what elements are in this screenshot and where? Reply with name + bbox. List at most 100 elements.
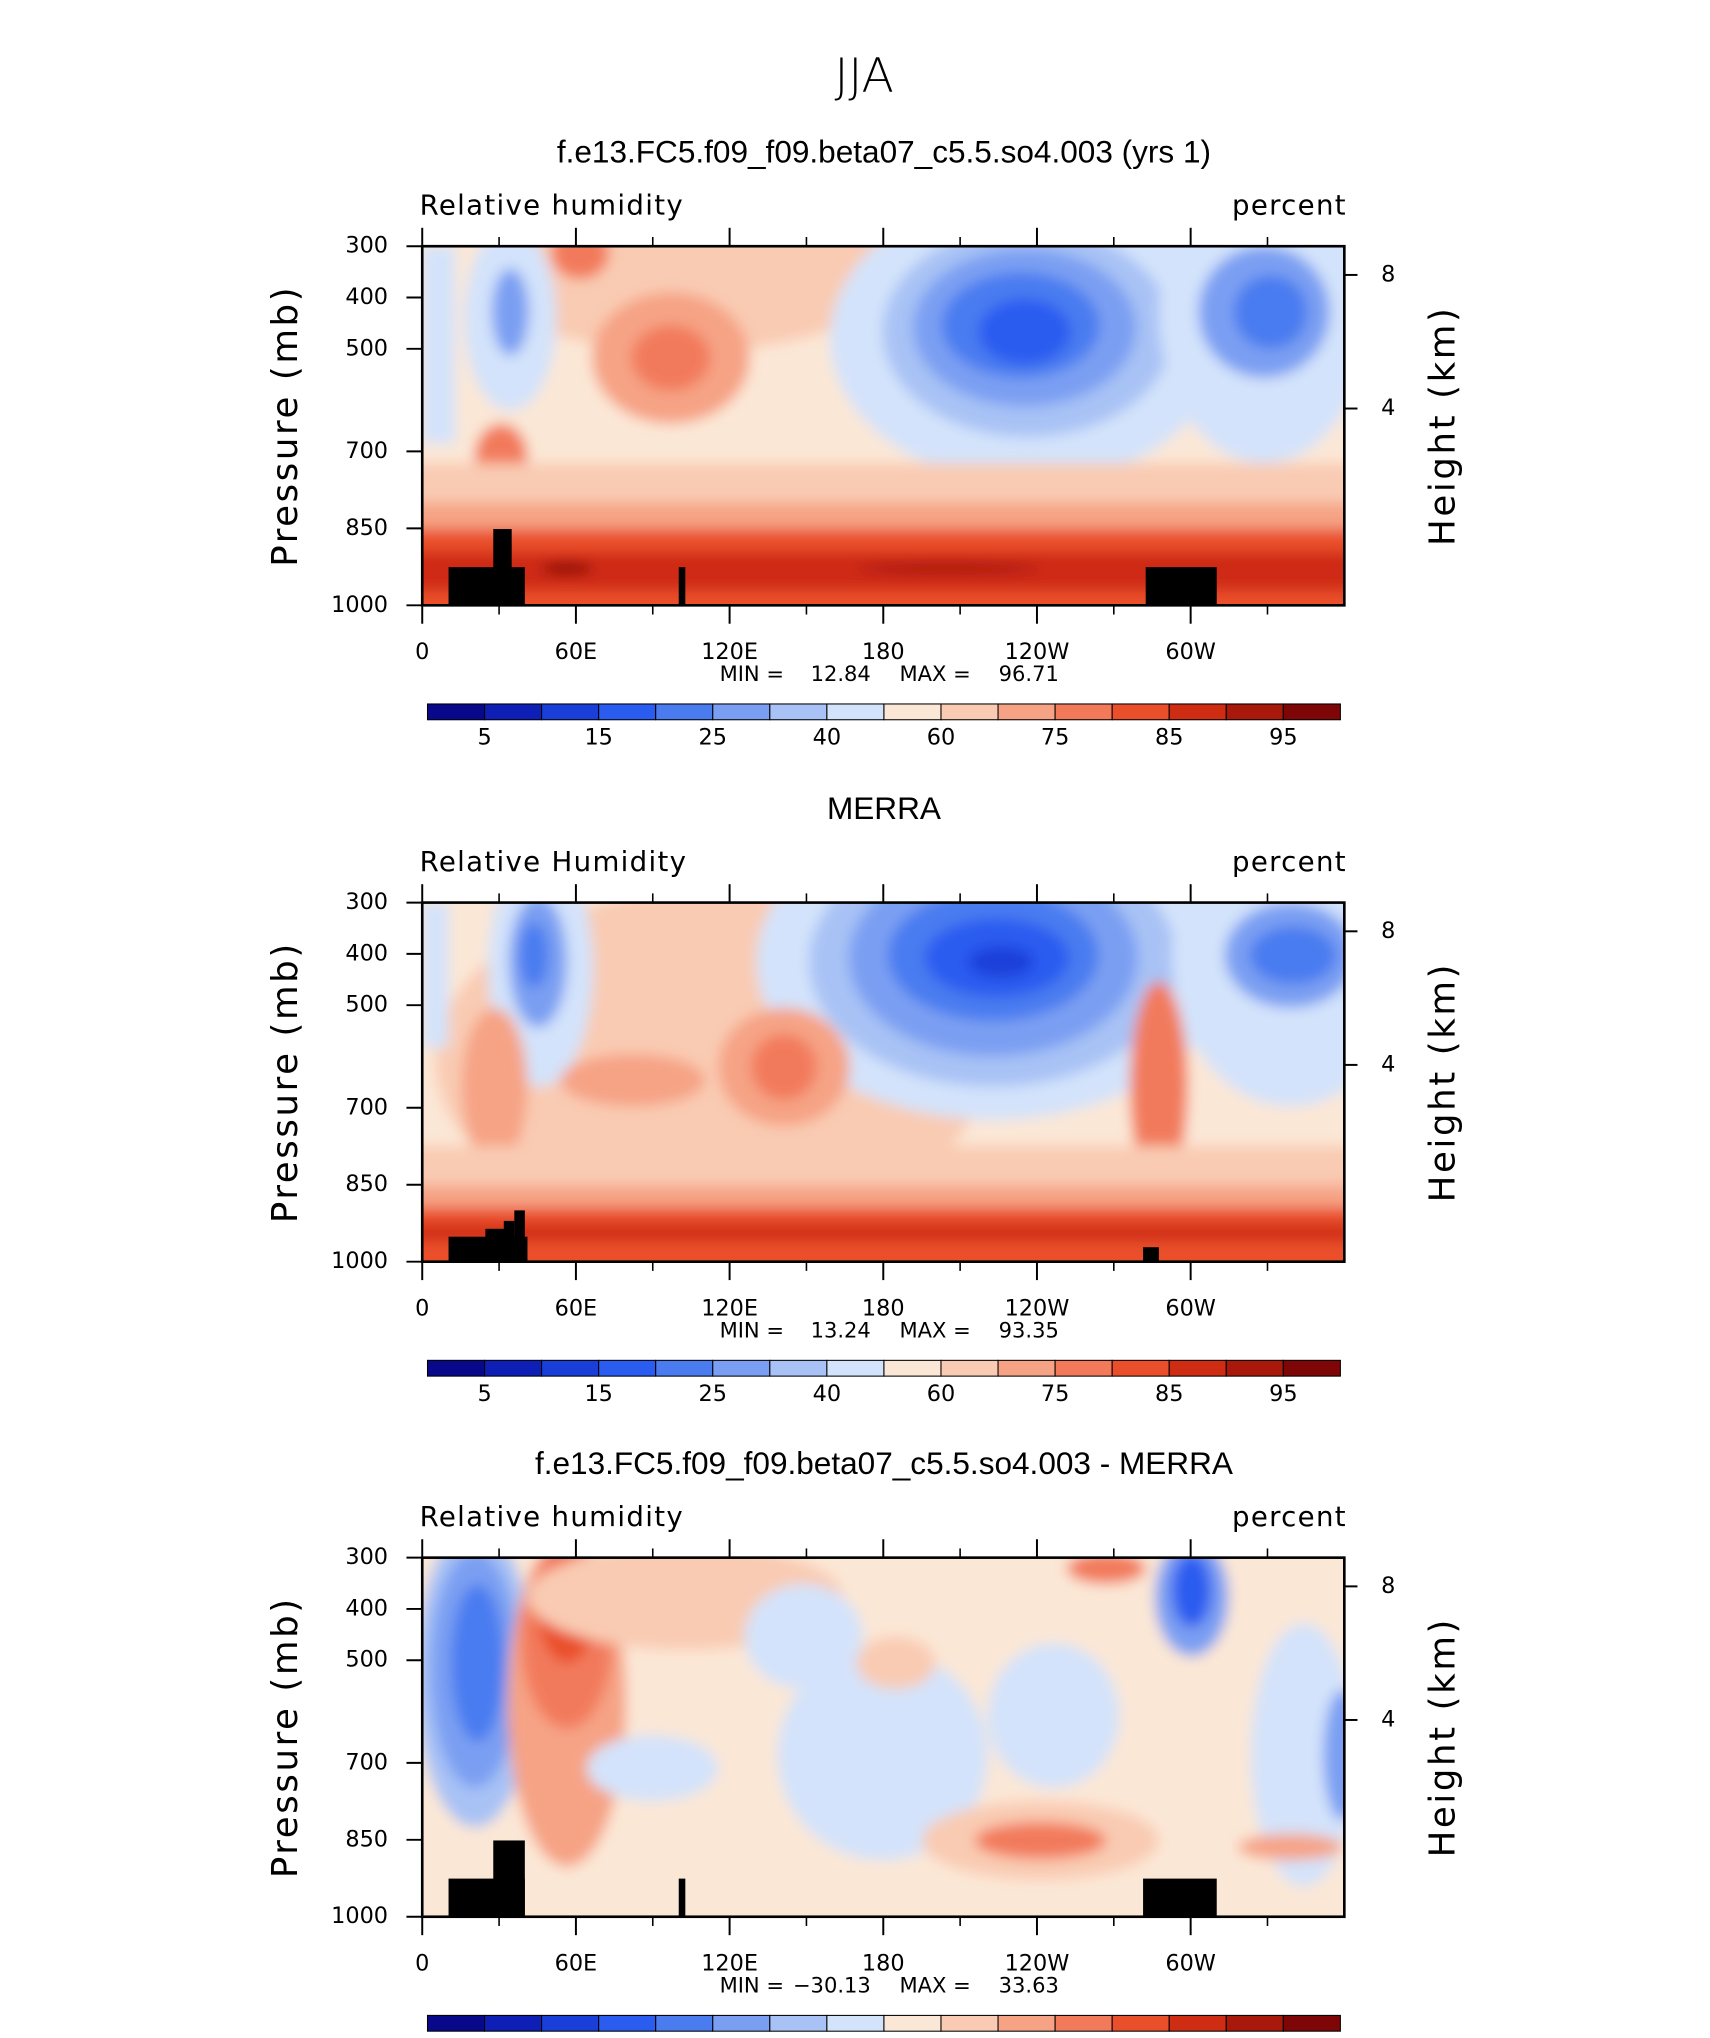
colorbar-label: 5 [477, 725, 491, 751]
colorbar-box [1054, 703, 1113, 721]
y2-tick-label: 4 [1381, 395, 1395, 421]
colorbar-box [712, 703, 771, 721]
y-tick-label: 1000 [331, 1248, 388, 1274]
colorbar-box [655, 1359, 714, 1377]
min-label: MIN = [720, 1972, 784, 1997]
y2-tick-label: 8 [1381, 1573, 1395, 1599]
left-label: Relative Humidity [420, 845, 688, 878]
x-tick-label: 180 [862, 639, 905, 665]
contour-field [422, 246, 1345, 606]
colorbar-label: 25 [699, 1381, 727, 1407]
max-value: 93.35 [999, 1317, 1059, 1342]
colorbar-label: −5 [810, 2036, 843, 2038]
colorbar-box [940, 703, 999, 721]
colorbar-box [883, 2014, 942, 2032]
y-tick-label: 400 [345, 284, 388, 310]
max-value: 33.63 [999, 1972, 1059, 1997]
y-tick-label: 1000 [331, 1903, 388, 1929]
colorbar-box [769, 2014, 828, 2032]
right-label: percent [1232, 845, 1347, 878]
colorbar-box [1168, 2014, 1227, 2032]
y-axis-label: Pressure (mb) [265, 285, 306, 567]
colorbar-box [598, 1359, 657, 1377]
y-tick-label: 300 [345, 889, 388, 915]
colorbar-box [484, 2014, 543, 2032]
colorbar-box [1225, 2014, 1284, 2032]
colorbar-label: −30 [575, 2036, 622, 2038]
colorbar-box [541, 2014, 600, 2032]
x-tick-label: 0 [415, 1951, 429, 1977]
colorbar-label: 5 [934, 2036, 948, 2038]
y2-axis-label: Height (km) [1422, 306, 1463, 546]
y2-axis-label: Height (km) [1422, 1617, 1463, 1857]
colorbar-label: 10 [984, 2036, 1012, 2038]
colorbar-box [655, 2014, 714, 2032]
colorbar-box [426, 2014, 486, 2032]
x-tick-label: 0 [415, 1296, 429, 1322]
x-tick-label: 120E [701, 1951, 758, 1977]
x-tick-label: 120W [1005, 1951, 1070, 1977]
colorbar-box [997, 2014, 1056, 2032]
y-tick-label: 300 [345, 233, 388, 259]
y-tick-label: 700 [345, 1094, 388, 1120]
y2-tick-label: 8 [1381, 261, 1395, 287]
plot-title: f.e13.FC5.f09_f09.beta07_c5.5.so4.003 (y… [557, 133, 1211, 169]
y2-tick-label: 4 [1381, 1706, 1395, 1732]
y-tick-label: 850 [345, 1826, 388, 1852]
y-tick-label: 400 [345, 940, 388, 966]
y-tick-label: 500 [345, 335, 388, 361]
colorbar-box [1111, 703, 1170, 721]
colorbar-box [655, 703, 714, 721]
x-tick-label: 180 [862, 1951, 905, 1977]
colorbar-box [541, 703, 600, 721]
colorbar-box [940, 1359, 999, 1377]
x-tick-label: 120E [701, 1296, 758, 1322]
colorbar-label: −15 [689, 2036, 736, 2038]
colorbar-box [541, 1359, 600, 1377]
colorbar-label: 5 [477, 1381, 491, 1407]
colorbar-label: 40 [1212, 2036, 1240, 2038]
min-value: −30.13 [793, 1972, 871, 1997]
x-tick-label: 60E [555, 639, 598, 665]
y-tick-label: 700 [345, 438, 388, 464]
colorbar-label: 95 [1269, 1381, 1297, 1407]
colorbar-box [1282, 2014, 1341, 2032]
y-axis-label: Pressure (mb) [265, 1596, 306, 1878]
x-tick-label: 60W [1165, 1296, 1216, 1322]
colorbar-label: 85 [1155, 1381, 1183, 1407]
x-tick-label: 0 [415, 639, 429, 665]
plot-frame [420, 1556, 1346, 1919]
colorbar-label: 50 [1269, 2036, 1297, 2038]
y-tick-label: 500 [345, 1647, 388, 1673]
right-label: percent [1232, 1500, 1347, 1533]
colorbar-label: −50 [461, 2036, 508, 2038]
max-label: MAX = [900, 1972, 971, 1997]
x-tick-label: 180 [862, 1296, 905, 1322]
colorbar-label: 75 [1041, 1381, 1069, 1407]
y-tick-label: 400 [345, 1595, 388, 1621]
min-label: MIN = [720, 1317, 784, 1342]
colorbar-label: −40 [518, 2036, 565, 2038]
colorbar-label: 15 [584, 725, 612, 751]
colorbar-label: 25 [699, 725, 727, 751]
figure-title: JJA [834, 49, 893, 104]
colorbar-label: 30 [1155, 2036, 1183, 2038]
colorbar-label: 60 [927, 1381, 955, 1407]
colorbar-box [826, 703, 885, 721]
colorbar-box [484, 703, 543, 721]
y2-tick-label: 4 [1381, 1051, 1395, 1077]
x-tick-label: 120W [1005, 639, 1070, 665]
max-label: MAX = [900, 661, 971, 686]
colorbar-box [940, 2014, 999, 2032]
colorbar-label: 75 [1041, 725, 1069, 751]
colorbar-box [883, 703, 942, 721]
left-label: Relative humidity [420, 189, 684, 222]
colorbar-label: 15 [1041, 2036, 1069, 2038]
colorbar-label: 60 [927, 725, 955, 751]
colorbar-box [426, 703, 486, 721]
colorbar-box [1168, 1359, 1227, 1377]
colorbar-box [883, 1359, 942, 1377]
x-tick-label: 60E [555, 1951, 598, 1977]
min-label: MIN = [720, 661, 784, 686]
